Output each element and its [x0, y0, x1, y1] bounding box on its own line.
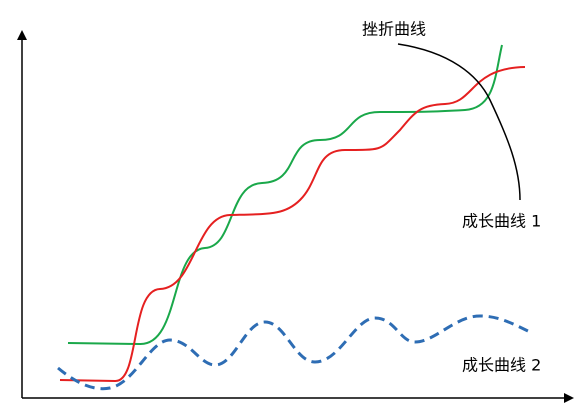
label-growth-curve-2: 成长曲线 2 [462, 356, 541, 375]
frustration-curve-green [67, 44, 503, 346]
label-growth-curve-1: 成长曲线 1 [462, 212, 541, 231]
label-frustration-curve: 挫折曲线 [362, 20, 426, 39]
growth-curve-2 [57, 314, 531, 391]
growth-curve-1 [59, 66, 526, 383]
annotation-line [397, 43, 521, 201]
